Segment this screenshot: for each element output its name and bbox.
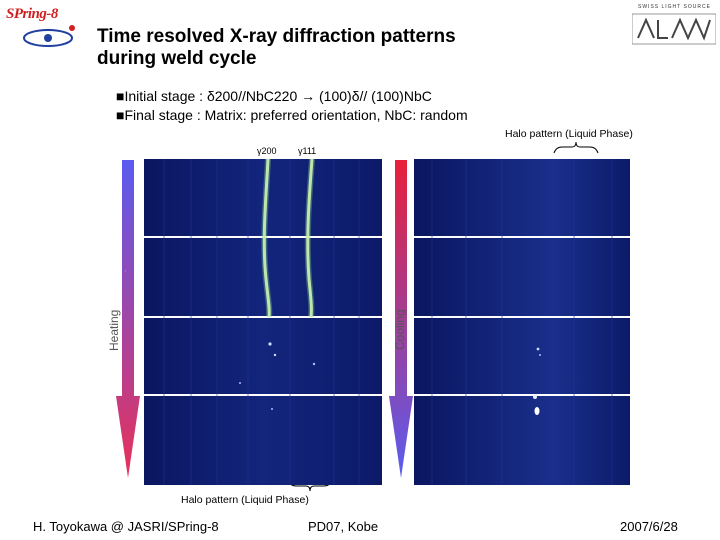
halo-label-bottom: Halo pattern (Liquid Phase) <box>181 494 309 506</box>
heating-label: Heating <box>107 309 121 351</box>
footer-event: PD07, Kobe <box>308 519 379 534</box>
bullet-initial-stage: ■Initial stage : δ200//NbC220 → (100)δ//… <box>116 88 432 104</box>
footer-date: 2007/6/28 <box>620 519 678 534</box>
halo-label-top: Halo pattern (Liquid Phase) <box>505 128 633 140</box>
spring8-logo-text: SPring-8 <box>6 6 58 22</box>
peak-label-gamma200: γ200 <box>257 146 277 156</box>
title-line-2: during weld cycle <box>97 48 257 69</box>
diffraction-image-cooling <box>414 159 630 485</box>
cooling-label: Cooling <box>393 309 407 350</box>
halo-bracket-top <box>553 141 599 154</box>
spring8-orbit-icon <box>23 25 75 47</box>
bullet-final-stage: ■Final stage : Matrix: preferred orienta… <box>116 107 468 123</box>
diffraction-image-heating <box>144 159 382 485</box>
heating-arrow <box>116 160 140 478</box>
spring8-logo: SPring-8 <box>4 6 84 50</box>
title-line-1: Time resolved X-ray diffraction patterns <box>97 26 456 47</box>
peak-label-gamma111: γ111 <box>298 146 317 156</box>
sls-logo-text: SWISS LIGHT SOURCE <box>638 4 711 10</box>
cooling-arrow <box>389 160 413 478</box>
sls-logo: SWISS LIGHT SOURCE <box>632 4 716 46</box>
bullet-list: ■Initial stage : δ200//NbC220 → (100)δ//… <box>116 87 468 125</box>
sls-logo-icon <box>632 13 716 45</box>
slide-title: Time resolved X-ray diffraction patterns… <box>97 26 617 70</box>
heating-tick <box>125 270 126 272</box>
halo-bracket-bottom <box>287 479 333 492</box>
footer-author: H. Toyokawa @ JASRI/SPring-8 <box>33 519 219 534</box>
